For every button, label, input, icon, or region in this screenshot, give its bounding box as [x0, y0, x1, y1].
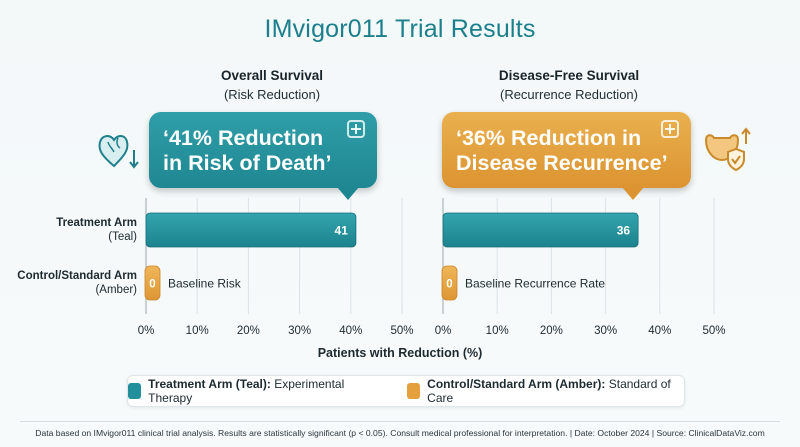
os-x-tick-label: 0%	[138, 325, 155, 337]
legend-text-treatment: Treatment Arm (Teal): Experimental Thera…	[148, 377, 377, 405]
os-x-tick-label: 20%	[237, 325, 260, 337]
dfs-x-tick-label: 10%	[486, 325, 509, 337]
overall-survival-callout-line-2: in Risk of Death’	[163, 151, 332, 175]
dfs-x-tick-label: 50%	[702, 325, 725, 337]
x-axis-title: Patients with Reduction (%)	[317, 346, 483, 360]
dfs-x-tick-label: 30%	[594, 325, 617, 337]
row-label-control-detail: (Amber)	[95, 284, 137, 296]
dfs-x-tick-label: 40%	[648, 325, 671, 337]
disease-free-survival-title: Disease-Free Survival	[498, 68, 640, 83]
row-label-control: Control/Standard Arm (Amber)	[10, 269, 137, 297]
disease-free-survival-callout-line-1: ‘36% Reduction in	[456, 126, 642, 150]
overall-survival-subtitle: (Risk Reduction)	[223, 87, 321, 102]
bladder-shield-icon	[700, 126, 752, 174]
dfs-bar-treatment-label: 36	[617, 224, 631, 238]
row-label-treatment-detail: (Teal)	[108, 231, 137, 243]
disease-free-survival-subtitle: (Recurrence Reduction)	[499, 87, 638, 102]
legend-swatch-teal	[128, 383, 142, 399]
os-bar-treatment	[145, 212, 357, 248]
dfs-bar-control	[441, 265, 458, 301]
dfs-x-tick-label: 0%	[435, 325, 452, 337]
os-baseline-annotation: Baseline Risk	[168, 277, 242, 291]
os-bar-control	[144, 265, 161, 301]
overall-survival-callout-line-1: ‘41% Reduction	[163, 126, 324, 150]
legend: Treatment Arm (Teal): Experimental Thera…	[127, 375, 685, 407]
os-x-tick-label: 10%	[186, 325, 209, 337]
footer-note: Data based on IMvigor011 clinical trial …	[35, 428, 765, 438]
overall-survival-title: Overall Survival	[220, 68, 324, 83]
legend-desc-treatment: Experimental Therapy	[148, 377, 345, 405]
legend-item-control: Control/Standard Arm (Amber): Standard o…	[406, 377, 684, 405]
os-x-tick-label: 40%	[339, 325, 362, 337]
disease-free-survival-callout: ‘36% Reduction in Disease Recurrence’	[442, 112, 691, 200]
row-label-control-name: Control/Standard Arm	[17, 270, 137, 282]
overall-survival-callout: ‘41% Reduction in Risk of Death’	[149, 112, 377, 200]
page-title: IMvigor011 Trial Results	[264, 15, 536, 43]
disease-free-survival-callout-line-2: Disease Recurrence’	[456, 151, 668, 175]
legend-item-treatment: Treatment Arm (Teal): Experimental Thera…	[128, 377, 377, 405]
dfs-bar-control-label: 0	[446, 279, 452, 291]
os-x-tick-label: 50%	[390, 325, 413, 337]
legend-text-control: Control/Standard Arm (Amber): Standard o…	[427, 377, 684, 405]
dfs-baseline-annotation: Baseline Recurrence Rate	[465, 277, 605, 291]
heart-down-icon	[96, 128, 140, 172]
plus-icon	[347, 120, 365, 138]
dfs-x-tick-label: 20%	[540, 325, 563, 337]
row-label-treatment-name: Treatment Arm	[56, 217, 137, 229]
dfs-bar-treatment	[442, 212, 639, 248]
callout-tail	[337, 187, 359, 200]
row-label-treatment: Treatment Arm (Teal)	[10, 216, 137, 244]
os-bar-treatment-label: 41	[335, 224, 349, 238]
legend-bold-treatment: Treatment Arm (Teal):	[148, 377, 271, 391]
plus-icon	[661, 120, 679, 138]
callout-tail	[622, 187, 644, 200]
os-bar-control-label: 0	[149, 279, 155, 291]
footer-divider	[20, 421, 780, 422]
legend-swatch-amber	[406, 383, 421, 399]
legend-bold-control: Control/Standard Arm (Amber):	[427, 377, 606, 391]
os-x-tick-label: 30%	[288, 325, 311, 337]
legend-desc-control: Standard of Care	[427, 377, 671, 405]
